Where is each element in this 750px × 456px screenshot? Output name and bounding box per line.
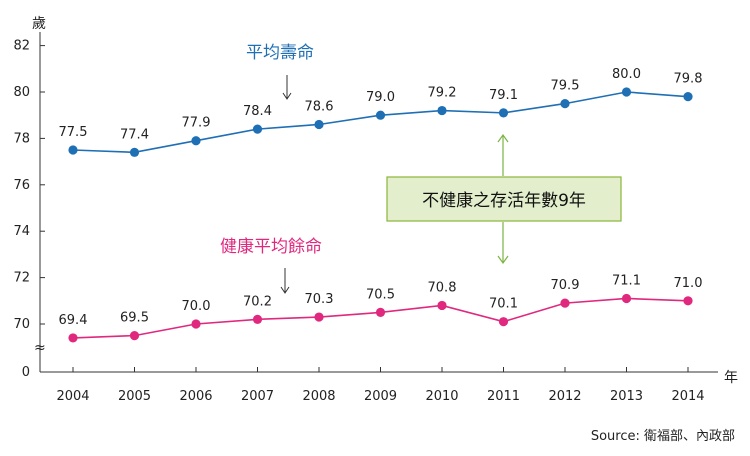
data-label: 79.1 bbox=[489, 88, 518, 103]
data-label: 70.0 bbox=[182, 299, 211, 314]
data-label: 70.8 bbox=[428, 280, 457, 295]
y-tick-label: 76 bbox=[13, 178, 30, 193]
x-tick-label: 2006 bbox=[179, 389, 212, 404]
data-point bbox=[498, 317, 509, 327]
data-label: 77.9 bbox=[182, 116, 211, 131]
y-axis-unit: 歲 bbox=[32, 16, 46, 32]
x-tick-label: 2013 bbox=[610, 389, 643, 404]
x-axis-ticks: 2004 2005 2006 2007 2008 2009 2010 2011 2012 2013… bbox=[56, 367, 705, 404]
gap-annotation-text: 不健康之存活年數9年 bbox=[422, 191, 586, 211]
data-point bbox=[621, 87, 632, 97]
x-axis-unit: 年 bbox=[724, 370, 738, 386]
series-1: 77.5 77.4 77.9 78.4 78.6 79.0 79.2 79.1 79.5 80.0… bbox=[59, 43, 703, 157]
series-title: 平均壽命 bbox=[246, 43, 314, 63]
data-point bbox=[191, 136, 201, 146]
y-tick-label: 0 bbox=[22, 365, 30, 380]
data-label: 80.0 bbox=[612, 67, 641, 82]
x-tick-label: 2005 bbox=[118, 389, 151, 404]
data-point bbox=[314, 119, 324, 130]
x-tick-label: 2009 bbox=[364, 389, 397, 404]
data-point bbox=[683, 296, 693, 306]
data-label: 69.4 bbox=[59, 313, 88, 328]
title-pointer-head bbox=[280, 286, 290, 294]
data-label: 71.1 bbox=[612, 273, 641, 288]
axis-break-symbol: ≈ bbox=[34, 340, 46, 356]
x-tick-label: 2011 bbox=[487, 389, 520, 404]
y-tick-label: 80 bbox=[13, 85, 30, 100]
data-point bbox=[437, 300, 447, 311]
data-label: 69.5 bbox=[120, 311, 149, 326]
data-label: 70.9 bbox=[551, 278, 580, 293]
y-tick-label: 78 bbox=[13, 131, 30, 146]
data-point bbox=[68, 145, 78, 155]
data-point bbox=[129, 331, 140, 341]
x-tick-label: 2004 bbox=[56, 389, 89, 404]
data-label: 70.1 bbox=[489, 297, 518, 312]
data-point bbox=[252, 314, 263, 324]
data-label: 70.3 bbox=[305, 292, 334, 307]
data-point bbox=[498, 108, 509, 118]
title-pointer-head bbox=[282, 92, 292, 100]
data-label: 78.4 bbox=[243, 104, 272, 119]
data-label: 77.4 bbox=[120, 127, 149, 142]
x-tick-label: 2007 bbox=[241, 389, 274, 404]
data-point bbox=[191, 319, 201, 329]
y-axis-ticks: 82 80 78 76 74 72 70 0 bbox=[13, 39, 45, 380]
data-label: 71.0 bbox=[674, 276, 703, 291]
gap-arrow-top-head bbox=[497, 133, 509, 143]
data-label: 79.2 bbox=[428, 86, 457, 101]
data-point bbox=[621, 293, 632, 304]
data-point bbox=[129, 147, 140, 157]
data-label: 79.8 bbox=[674, 72, 703, 87]
y-tick-label: 82 bbox=[13, 39, 30, 54]
series-line bbox=[72, 297, 689, 339]
data-point bbox=[560, 99, 570, 109]
annotation-layer: 不健康之存活年數9年 bbox=[386, 133, 622, 265]
x-tick-label: 2008 bbox=[302, 389, 335, 404]
data-label: 70.5 bbox=[366, 287, 395, 302]
data-label: 79.0 bbox=[366, 90, 395, 105]
gap-annotation-box bbox=[386, 176, 622, 222]
x-tick-label: 2014 bbox=[671, 389, 704, 404]
data-point bbox=[437, 105, 447, 116]
x-tick-label: 2012 bbox=[548, 389, 581, 404]
series-2: 69.4 69.5 70.0 70.2 70.3 70.5 70.8 70.1 70.9 71.1… bbox=[59, 237, 703, 343]
y-tick-label: 72 bbox=[13, 271, 30, 286]
series-layer: 77.5 77.4 77.9 78.4 78.6 79.0 79.2 79.1 79.5 80.0… bbox=[59, 43, 703, 343]
series-title: 健康平均餘命 bbox=[220, 237, 322, 257]
data-point bbox=[683, 92, 693, 102]
gap-arrow-bottom-head bbox=[497, 255, 509, 265]
y-tick-label: 74 bbox=[13, 224, 30, 239]
data-label: 70.2 bbox=[243, 294, 272, 309]
data-point bbox=[68, 333, 78, 343]
data-label: 77.5 bbox=[59, 125, 88, 140]
data-point bbox=[252, 124, 263, 134]
axes bbox=[39, 32, 718, 373]
y-tick-label: 70 bbox=[13, 317, 30, 332]
source-note: Source: 衛福部、內政部 bbox=[591, 429, 735, 444]
data-point bbox=[375, 110, 386, 120]
data-point bbox=[375, 307, 386, 317]
data-label: 79.5 bbox=[551, 79, 580, 94]
x-tick-label: 2010 bbox=[425, 389, 458, 404]
data-point bbox=[560, 298, 570, 308]
data-point bbox=[314, 312, 324, 322]
data-label: 78.6 bbox=[305, 99, 334, 114]
